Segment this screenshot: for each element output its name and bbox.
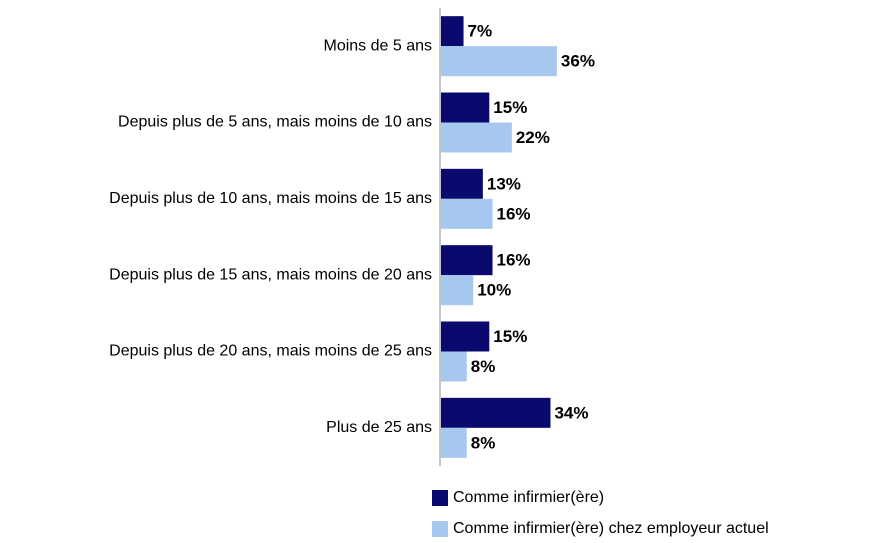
bar — [441, 427, 467, 458]
value-label: 10% — [477, 281, 511, 300]
value-label: 34% — [554, 403, 588, 422]
value-label: 15% — [493, 98, 527, 117]
value-label: 8% — [471, 433, 496, 452]
value-label: 13% — [487, 174, 521, 193]
value-label: 8% — [471, 357, 496, 376]
legend-swatch — [432, 490, 448, 506]
value-label: 16% — [497, 251, 531, 270]
value-label: 22% — [516, 128, 550, 147]
y-tick-label: Depuis plus de 15 ans, mais moins de 20 … — [109, 266, 432, 283]
bar — [441, 321, 490, 352]
y-tick-label: Depuis plus de 20 ans, mais moins de 25 … — [109, 343, 432, 360]
bar — [441, 16, 464, 47]
bar — [441, 351, 467, 382]
bar — [441, 198, 493, 229]
value-label: 7% — [468, 22, 493, 41]
bar — [441, 122, 512, 153]
value-label: 16% — [497, 204, 531, 223]
value-label: 15% — [493, 327, 527, 346]
bar — [441, 245, 493, 276]
bar — [441, 46, 557, 77]
legend-swatch — [432, 521, 448, 537]
y-tick-label: Plus de 25 ans — [326, 419, 432, 436]
value-label: 36% — [561, 52, 595, 71]
y-tick-label: Moins de 5 ans — [323, 37, 432, 54]
bar — [441, 275, 474, 306]
bar — [441, 168, 483, 199]
bar — [441, 397, 551, 428]
y-tick-label: Depuis plus de 10 ans, mais moins de 15 … — [109, 190, 432, 207]
legend-label: Comme infirmier(ère) — [453, 489, 604, 506]
y-tick-label: Depuis plus de 5 ans, mais moins de 10 a… — [118, 114, 432, 131]
legend-label: Comme infirmier(ère) chez employeur actu… — [453, 520, 769, 537]
bar — [441, 92, 490, 123]
